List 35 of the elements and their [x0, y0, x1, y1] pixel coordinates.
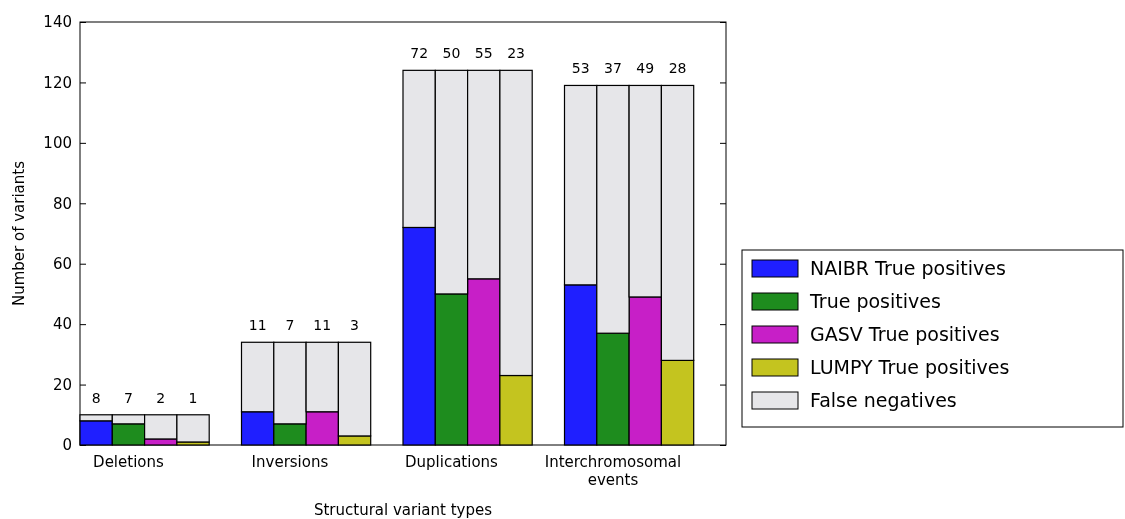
- annotation: 50: [442, 45, 461, 62]
- y-tick-label: 0: [62, 436, 72, 455]
- y-tick-label: 100: [43, 134, 72, 153]
- annotation: 3: [350, 317, 360, 334]
- data-label: 7: [123, 389, 133, 406]
- y-tick-label: 80: [52, 194, 72, 213]
- x-tick-label: Deletions: [93, 453, 164, 471]
- x-tick-label: Inversions: [251, 453, 329, 471]
- annotation: 7: [285, 317, 295, 334]
- y-tick-label: 20: [52, 375, 72, 394]
- x-axis-title: Structural variant types: [313, 501, 493, 519]
- annotation: 55: [474, 45, 493, 62]
- y-tick-label: 40: [52, 315, 72, 334]
- y-axis-title: Number of variants: [10, 160, 28, 307]
- legend-label: GASV True positives: [810, 323, 1000, 345]
- annotation: 23: [507, 45, 525, 62]
- legend-label: False negatives: [810, 389, 957, 411]
- x-tick-label: Interchromosomal events: [544, 453, 682, 489]
- annotation: 11: [313, 317, 332, 334]
- data-label: 1: [188, 389, 198, 406]
- annotation: 28: [668, 60, 687, 77]
- y-tick-label: 60: [52, 255, 72, 274]
- annotation: 11: [248, 317, 267, 334]
- data-label: 8: [91, 389, 101, 406]
- legend-label: NAIBR True positives: [810, 257, 1006, 279]
- annotation: 37: [604, 60, 622, 77]
- x-tick-label: Duplications: [405, 453, 499, 471]
- legend-label: True positives: [809, 290, 941, 312]
- data-label: 2: [156, 389, 166, 406]
- legend-label: LUMPY True positives: [810, 356, 1010, 378]
- y-tick-label: 140: [43, 13, 72, 32]
- annotation: 72: [410, 45, 429, 62]
- y-tick-label: 120: [43, 73, 72, 92]
- annotation: 49: [636, 60, 655, 77]
- annotation: 53: [571, 60, 590, 77]
